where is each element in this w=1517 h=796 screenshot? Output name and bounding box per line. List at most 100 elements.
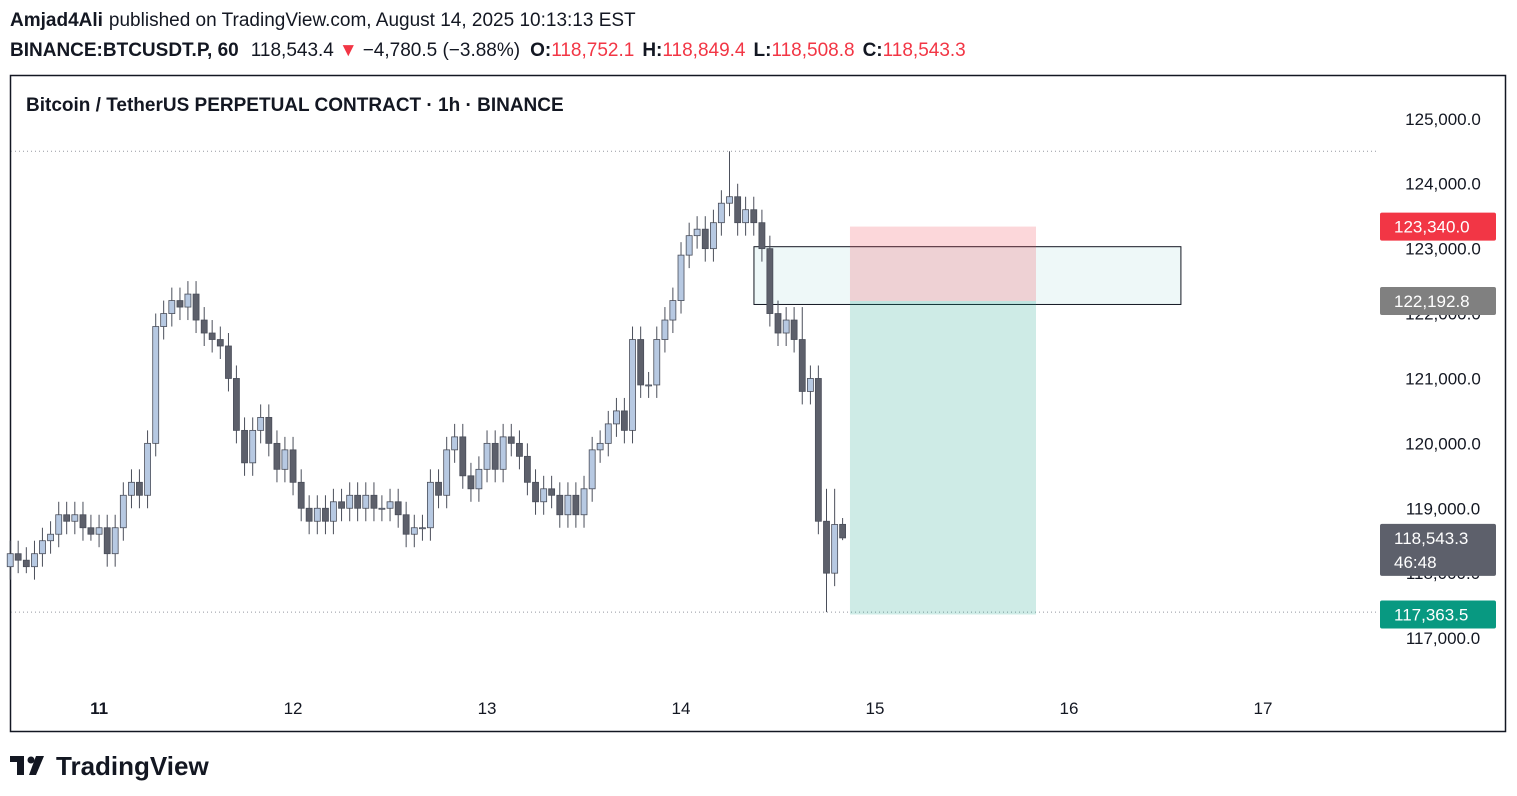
candle-down — [225, 345, 232, 379]
l-label: L: — [754, 40, 772, 61]
candle-down — [354, 494, 362, 509]
candle-up — [31, 553, 38, 568]
candle-down — [394, 501, 402, 516]
y-tick-label: 121,000.0 — [1405, 369, 1481, 388]
candle-up — [499, 436, 507, 470]
target-zone — [849, 301, 1037, 615]
candle-up — [330, 501, 337, 522]
candle-up — [475, 468, 483, 490]
candle-down — [620, 410, 628, 431]
y-tick-label: 120,000.0 — [1405, 434, 1481, 453]
candle-up — [6, 553, 14, 568]
countdown: 46:48 — [1394, 553, 1437, 572]
candle-down — [491, 442, 499, 470]
candle-up — [443, 449, 451, 496]
candle-down — [823, 520, 830, 574]
chart-frame — [9, 74, 1507, 733]
logo-slash — [29, 756, 44, 775]
x-tick-label: 16 — [1060, 699, 1079, 718]
candle-up — [613, 410, 620, 425]
candle-up — [378, 507, 386, 510]
quote-line: BINANCE:BTCUSDT.P, 60 118,543.4 ▼ −4,780.5 … — [10, 40, 966, 61]
candle-up — [693, 228, 701, 237]
candle-up — [55, 514, 63, 535]
candle-up — [152, 326, 160, 444]
candle-up — [346, 494, 354, 509]
candle-up — [629, 339, 636, 431]
candle-up — [661, 319, 669, 340]
candle-down — [516, 442, 523, 457]
candle-down — [556, 494, 564, 516]
candle-down — [572, 494, 580, 516]
candle-down — [87, 527, 95, 535]
logo-dot — [27, 756, 35, 764]
c-value: 118,543.3 — [883, 40, 966, 61]
candle-down — [338, 501, 345, 509]
candle-down — [322, 507, 329, 522]
candle-up — [119, 494, 127, 529]
arrow: ▼ — [339, 40, 358, 61]
candle-down — [790, 319, 798, 340]
candle-down — [637, 339, 645, 386]
candle-up — [451, 436, 459, 451]
candle-up — [580, 488, 588, 516]
candle-down — [750, 209, 758, 224]
candle-up — [257, 416, 265, 431]
published: published on TradingView.com, August 14,… — [109, 10, 636, 31]
x-tick-label: 14 — [672, 699, 691, 718]
price-tag: 118,543.3 46:48 — [1380, 523, 1496, 576]
candle-down — [839, 523, 847, 539]
x-tick-label: 11 — [90, 699, 108, 718]
y-tick-label: 124,000.0 — [1405, 175, 1481, 194]
logo-stem — [17, 756, 24, 775]
candle-down — [241, 429, 248, 464]
candle-down — [435, 481, 442, 496]
candle-up — [726, 196, 733, 204]
candle-up — [111, 527, 119, 555]
price-tag-label: 122,192.8 — [1394, 292, 1470, 311]
candle-up — [645, 384, 653, 387]
candle-down — [63, 514, 71, 522]
candle-down — [814, 378, 822, 522]
candle-down — [402, 514, 410, 535]
candle-down — [370, 494, 378, 509]
candle-up — [39, 540, 46, 555]
candle-up — [596, 442, 604, 451]
publish-line: Amjad4Ali published on TradingView.com, A… — [10, 10, 636, 31]
candle-down — [265, 416, 273, 444]
candle-up — [426, 481, 434, 529]
candle-down — [192, 293, 200, 321]
candle-up — [717, 202, 725, 224]
o-value: 118,752.1 — [551, 40, 634, 61]
x-tick-label: 13 — [478, 699, 497, 718]
candle-up — [362, 494, 370, 509]
candle-up — [410, 527, 418, 535]
candle-down — [548, 488, 556, 496]
candle-up — [47, 533, 54, 542]
candle-down — [701, 228, 709, 250]
candle-up — [128, 481, 135, 496]
candle-down — [507, 436, 515, 444]
candle-down — [216, 339, 224, 347]
x-tick-label: 12 — [284, 699, 303, 718]
candle-up — [249, 429, 257, 464]
candle-up — [685, 235, 693, 256]
candle-up — [144, 442, 151, 496]
y-tick-label: 117,000.0 — [1406, 629, 1480, 648]
candle-up — [742, 209, 750, 224]
price-tag-box — [1380, 287, 1496, 316]
candle-down — [774, 313, 782, 334]
candle-down — [176, 300, 184, 308]
candle-up — [386, 501, 394, 509]
price-tag-label: 117,363.5 — [1394, 605, 1468, 624]
candle-up — [807, 378, 814, 392]
c-label: C: — [863, 40, 883, 61]
candle-up — [419, 527, 426, 530]
candle-up — [281, 449, 289, 470]
candle-down — [136, 481, 143, 496]
candle-down — [14, 553, 22, 561]
candle-down — [22, 559, 30, 568]
candle-down — [233, 378, 240, 431]
price-tag-box — [1380, 212, 1496, 241]
